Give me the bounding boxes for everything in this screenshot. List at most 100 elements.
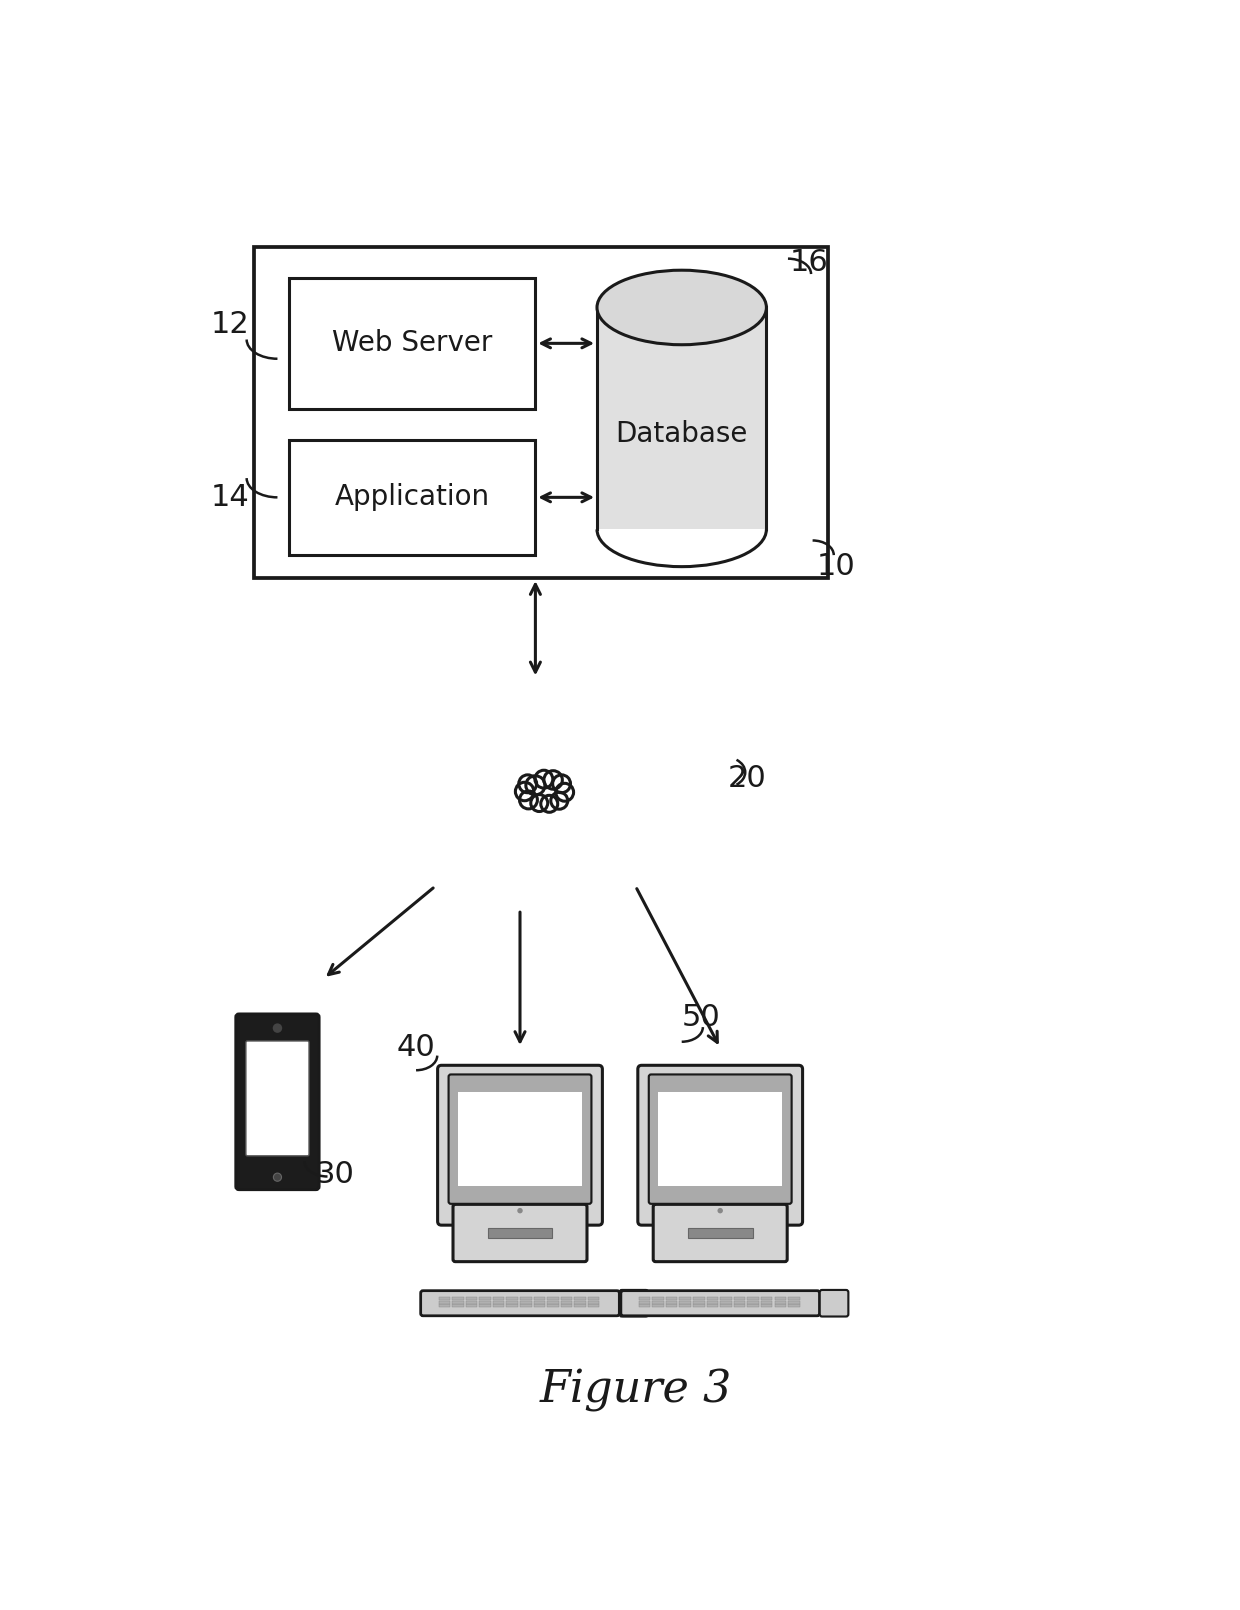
Polygon shape bbox=[652, 1296, 663, 1299]
Polygon shape bbox=[761, 1301, 773, 1304]
Polygon shape bbox=[588, 1296, 599, 1299]
Polygon shape bbox=[639, 1301, 650, 1304]
FancyBboxPatch shape bbox=[246, 1042, 309, 1156]
Polygon shape bbox=[720, 1301, 732, 1304]
Polygon shape bbox=[533, 1301, 546, 1304]
Circle shape bbox=[273, 1024, 283, 1034]
Text: Figure 3: Figure 3 bbox=[539, 1368, 732, 1412]
Polygon shape bbox=[707, 1296, 718, 1299]
Text: 10: 10 bbox=[816, 552, 856, 581]
Polygon shape bbox=[748, 1304, 759, 1307]
Polygon shape bbox=[693, 1304, 704, 1307]
Polygon shape bbox=[547, 1304, 559, 1307]
Polygon shape bbox=[466, 1301, 477, 1304]
Polygon shape bbox=[439, 1296, 450, 1299]
Polygon shape bbox=[520, 1296, 532, 1299]
FancyBboxPatch shape bbox=[449, 1074, 591, 1204]
Polygon shape bbox=[688, 1228, 753, 1238]
Polygon shape bbox=[560, 1296, 573, 1299]
Text: 12: 12 bbox=[211, 309, 249, 338]
Polygon shape bbox=[666, 1304, 677, 1307]
Polygon shape bbox=[761, 1296, 773, 1299]
Polygon shape bbox=[520, 1304, 532, 1307]
Polygon shape bbox=[680, 1301, 691, 1304]
Polygon shape bbox=[479, 1301, 491, 1304]
Circle shape bbox=[531, 795, 548, 811]
Circle shape bbox=[518, 774, 537, 792]
Polygon shape bbox=[560, 1304, 573, 1307]
Polygon shape bbox=[533, 1304, 546, 1307]
Text: Application: Application bbox=[335, 483, 490, 512]
Polygon shape bbox=[652, 1304, 663, 1307]
Polygon shape bbox=[453, 1301, 464, 1304]
Polygon shape bbox=[453, 1304, 464, 1307]
FancyBboxPatch shape bbox=[236, 1014, 319, 1190]
Text: 16: 16 bbox=[790, 248, 828, 277]
Text: 14: 14 bbox=[211, 483, 249, 512]
Polygon shape bbox=[574, 1296, 585, 1299]
Polygon shape bbox=[458, 1092, 583, 1187]
Text: 30: 30 bbox=[316, 1161, 355, 1190]
FancyBboxPatch shape bbox=[420, 1291, 619, 1315]
Circle shape bbox=[526, 776, 544, 795]
FancyBboxPatch shape bbox=[621, 1291, 820, 1315]
Polygon shape bbox=[775, 1296, 786, 1299]
Text: Database: Database bbox=[615, 420, 748, 448]
Polygon shape bbox=[658, 1092, 782, 1187]
Polygon shape bbox=[693, 1296, 704, 1299]
Circle shape bbox=[516, 782, 534, 800]
Polygon shape bbox=[574, 1301, 585, 1304]
Polygon shape bbox=[466, 1296, 477, 1299]
Polygon shape bbox=[479, 1304, 491, 1307]
Polygon shape bbox=[506, 1304, 518, 1307]
Polygon shape bbox=[466, 1304, 477, 1307]
Polygon shape bbox=[492, 1304, 505, 1307]
Polygon shape bbox=[666, 1296, 677, 1299]
Polygon shape bbox=[533, 1296, 546, 1299]
Polygon shape bbox=[680, 1296, 691, 1299]
Polygon shape bbox=[506, 1296, 518, 1299]
Polygon shape bbox=[720, 1296, 732, 1299]
Circle shape bbox=[520, 791, 537, 808]
Polygon shape bbox=[479, 1296, 491, 1299]
Polygon shape bbox=[520, 1301, 532, 1304]
Polygon shape bbox=[487, 1228, 552, 1238]
Polygon shape bbox=[789, 1301, 800, 1304]
Text: 50: 50 bbox=[682, 1003, 720, 1032]
Circle shape bbox=[517, 1208, 523, 1214]
Circle shape bbox=[541, 795, 558, 813]
FancyBboxPatch shape bbox=[653, 1204, 787, 1262]
Circle shape bbox=[273, 1174, 281, 1182]
Polygon shape bbox=[775, 1304, 786, 1307]
Circle shape bbox=[534, 770, 553, 789]
Polygon shape bbox=[666, 1301, 677, 1304]
FancyBboxPatch shape bbox=[620, 1290, 649, 1317]
Polygon shape bbox=[680, 1304, 691, 1307]
Polygon shape bbox=[652, 1301, 663, 1304]
Polygon shape bbox=[748, 1301, 759, 1304]
Circle shape bbox=[544, 771, 563, 789]
Text: 20: 20 bbox=[728, 763, 766, 792]
Polygon shape bbox=[574, 1304, 585, 1307]
Text: 40: 40 bbox=[397, 1034, 435, 1063]
Polygon shape bbox=[789, 1304, 800, 1307]
Polygon shape bbox=[639, 1304, 650, 1307]
Polygon shape bbox=[789, 1296, 800, 1299]
Polygon shape bbox=[492, 1296, 505, 1299]
Polygon shape bbox=[596, 308, 766, 530]
Polygon shape bbox=[547, 1296, 559, 1299]
Polygon shape bbox=[693, 1301, 704, 1304]
Polygon shape bbox=[720, 1304, 732, 1307]
Polygon shape bbox=[734, 1304, 745, 1307]
Polygon shape bbox=[439, 1304, 450, 1307]
Polygon shape bbox=[547, 1301, 559, 1304]
Polygon shape bbox=[506, 1301, 518, 1304]
Polygon shape bbox=[639, 1296, 650, 1299]
Text: Web Server: Web Server bbox=[332, 330, 492, 357]
Polygon shape bbox=[734, 1296, 745, 1299]
Polygon shape bbox=[453, 1296, 464, 1299]
Polygon shape bbox=[707, 1304, 718, 1307]
Circle shape bbox=[551, 792, 568, 810]
Polygon shape bbox=[289, 279, 536, 409]
FancyBboxPatch shape bbox=[820, 1290, 848, 1317]
